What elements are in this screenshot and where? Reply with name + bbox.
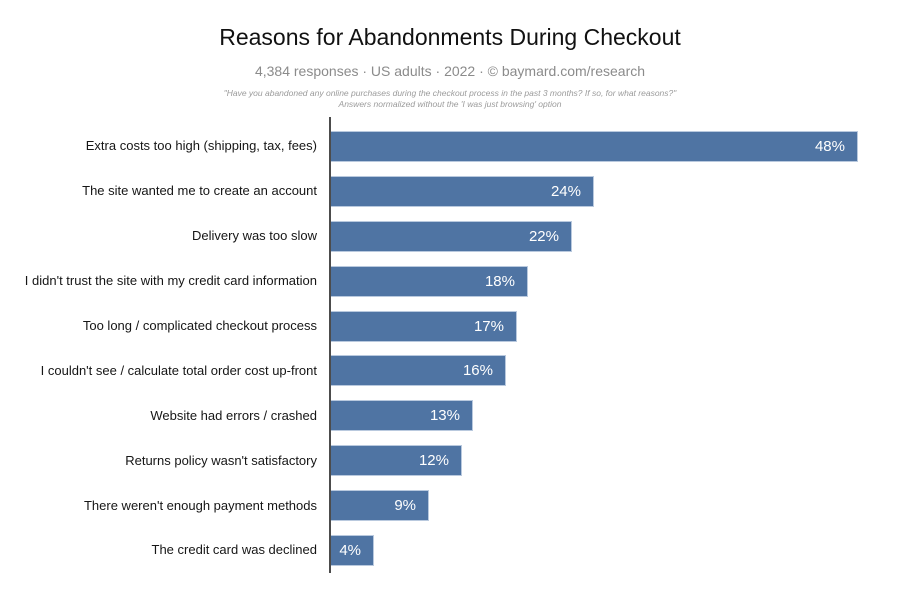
chart-row: The site wanted me to create an account … xyxy=(0,169,900,214)
bar-label: I couldn't see / calculate total order c… xyxy=(40,362,317,378)
bar: 22% xyxy=(330,220,572,252)
chart-subtitle: 4,384 responses · US adults · 2022 · © b… xyxy=(254,63,646,79)
bar: 48% xyxy=(330,130,858,162)
chart-row: The credit card was declined 4% xyxy=(0,528,900,573)
bar-label: Too long / complicated checkout process xyxy=(82,318,317,333)
bar-label: The credit card was declined xyxy=(151,542,317,558)
bar-value: 4% xyxy=(339,541,361,559)
bar-chart: Extra costs too high (shipping, tax, fee… xyxy=(0,117,900,575)
bar: 24% xyxy=(330,175,594,207)
chart-rows: Extra costs too high (shipping, tax, fee… xyxy=(0,117,900,573)
bar-value: 12% xyxy=(418,452,449,470)
bar: 9% xyxy=(330,490,429,522)
chart-footnotes: "Have you abandoned any online purchases… xyxy=(0,88,900,110)
chart-row: Extra costs too high (shipping, tax, fee… xyxy=(0,124,900,169)
bar-value: 18% xyxy=(484,272,515,290)
bar: 17% xyxy=(330,310,517,342)
bar-label: Website had errors / crashed xyxy=(150,407,317,423)
bar-label: The site wanted me to create an account xyxy=(82,183,317,199)
chart-row: I didn't trust the site with my credit c… xyxy=(0,259,900,304)
bar: 12% xyxy=(330,445,462,477)
bar: 16% xyxy=(330,355,506,387)
bar: 4% xyxy=(330,534,374,566)
bar-label: Extra costs too high (shipping, tax, fee… xyxy=(85,138,317,154)
bar-label: Delivery was too slow xyxy=(192,228,317,244)
chart-row: Returns policy wasn't satisfactory 12% xyxy=(0,438,900,483)
footnote-line-1: "Have you abandoned any online purchases… xyxy=(223,88,677,98)
bar-value: 24% xyxy=(550,182,581,200)
chart-row: There weren't enough payment methods 9% xyxy=(0,483,900,528)
bar-label: There weren't enough payment methods xyxy=(83,497,317,513)
bar-value: 17% xyxy=(473,317,504,335)
chart-row: Too long / complicated checkout process … xyxy=(0,304,900,349)
bar-label: I didn't trust the site with my credit c… xyxy=(24,273,317,289)
bar: 18% xyxy=(330,265,528,297)
chart-title: Reasons for Abandonments During Checkout xyxy=(219,24,681,50)
chart-row: Delivery was too slow 22% xyxy=(0,214,900,259)
chart-row: Website had errors / crashed 13% xyxy=(0,393,900,438)
chart-header: Reasons for Abandonments During Checkout… xyxy=(0,24,900,110)
bar-label: Returns policy wasn't satisfactory xyxy=(125,452,317,468)
bar-value: 22% xyxy=(528,227,559,245)
bar-value: 9% xyxy=(394,497,416,515)
bar-value: 48% xyxy=(814,137,845,155)
bar: 13% xyxy=(330,400,473,432)
bar-value: 16% xyxy=(462,362,493,380)
footnote-line-2: Answers normalized without the 'I was ju… xyxy=(338,99,562,109)
chart-row: I couldn't see / calculate total order c… xyxy=(0,348,900,393)
bar-value: 13% xyxy=(429,407,460,425)
y-axis-line xyxy=(329,117,331,573)
